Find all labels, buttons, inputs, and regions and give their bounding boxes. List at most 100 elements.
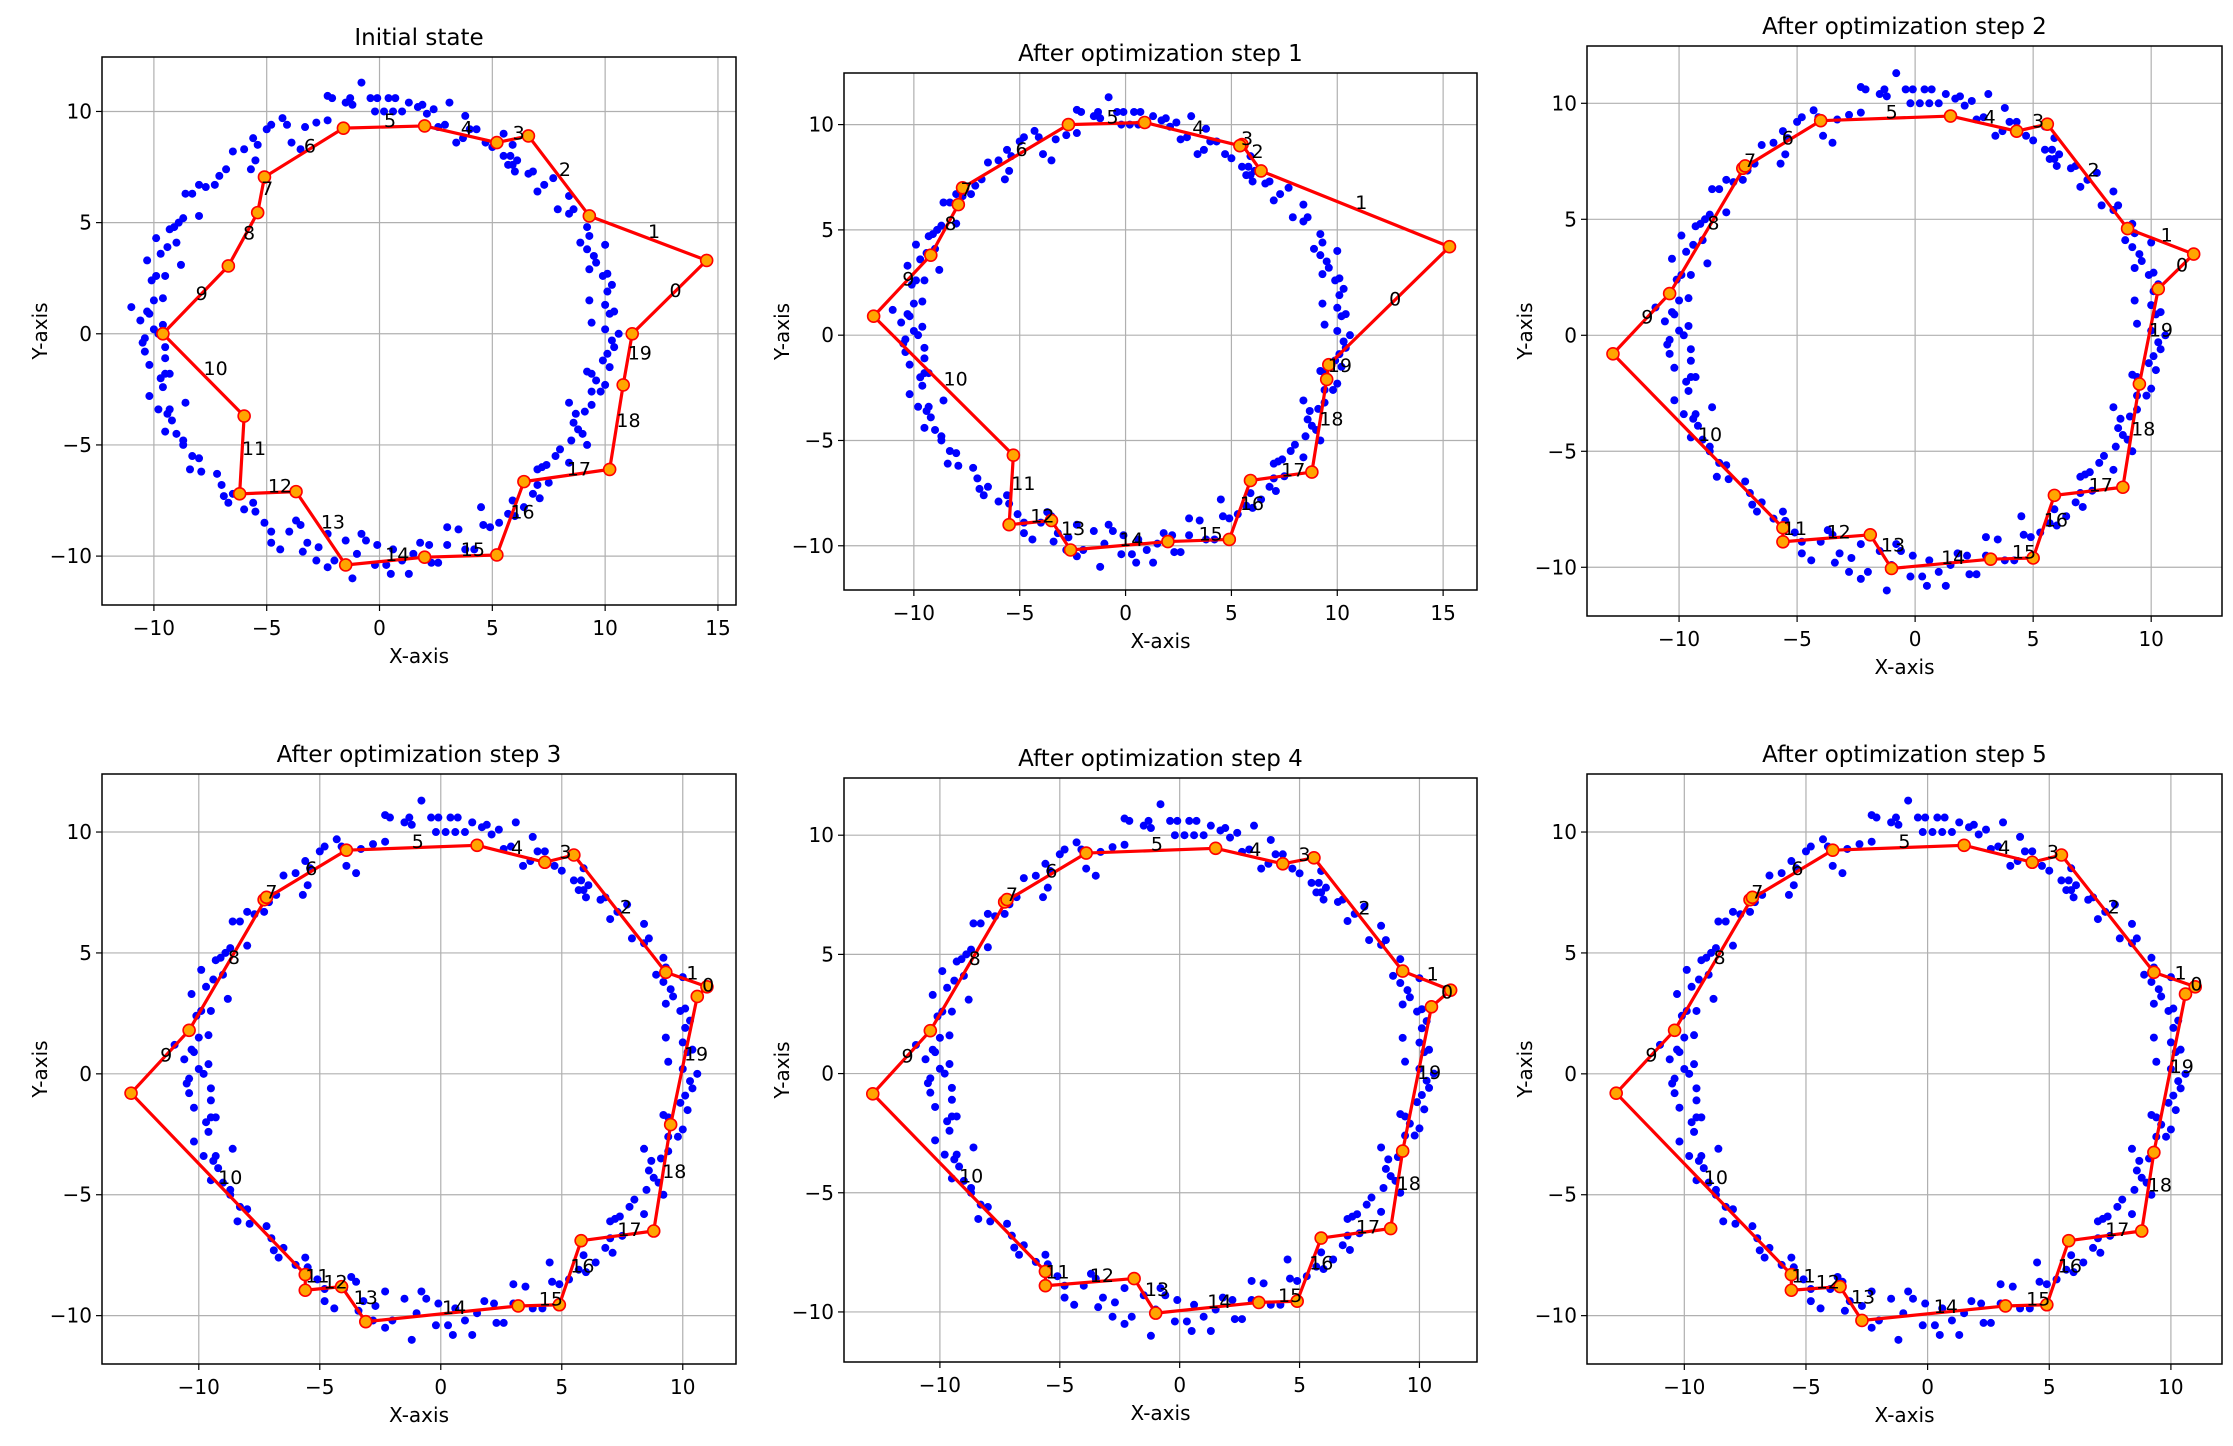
scatter-point bbox=[952, 219, 961, 228]
scatter-point bbox=[240, 505, 249, 514]
scatter-point bbox=[605, 363, 614, 372]
scatter-point bbox=[1691, 373, 1700, 382]
scatter-point bbox=[1828, 138, 1837, 147]
scatter-point bbox=[528, 489, 537, 498]
scatter-point bbox=[971, 181, 980, 190]
scatter-point bbox=[226, 944, 235, 953]
scatter-point bbox=[446, 813, 455, 822]
scatter-point bbox=[1176, 135, 1185, 144]
edge-label: 7 bbox=[1006, 884, 1018, 906]
scatter-point bbox=[601, 240, 610, 249]
edge-label: 8 bbox=[1707, 213, 1719, 235]
edge-label: 0 bbox=[702, 975, 714, 997]
scatter-point bbox=[381, 837, 390, 846]
scatter-point bbox=[1741, 477, 1750, 486]
scatter-point bbox=[499, 1318, 508, 1327]
scatter-point bbox=[1891, 813, 1900, 822]
scatter-point bbox=[1682, 965, 1691, 974]
path-vertex-marker bbox=[1943, 109, 1958, 123]
scatter-point bbox=[1329, 1255, 1338, 1264]
scatter-point bbox=[1096, 114, 1105, 123]
scatter-point bbox=[1113, 107, 1122, 116]
scatter-point bbox=[1981, 533, 1990, 542]
scatter-point bbox=[1960, 101, 1969, 110]
x-tick-label: 5 bbox=[1293, 1373, 1306, 1397]
scatter-point bbox=[1934, 567, 1943, 576]
scatter-point bbox=[2144, 359, 2153, 368]
edge-label: 14 bbox=[1941, 547, 1965, 569]
scatter-point bbox=[195, 211, 204, 220]
scatter-point bbox=[1799, 1275, 1808, 1284]
scatter-point bbox=[644, 934, 653, 943]
edge-label: 15 bbox=[1278, 1285, 1302, 1307]
scatter-point bbox=[1925, 99, 1934, 108]
edge-label: 17 bbox=[1356, 1216, 1380, 1238]
scatter-point bbox=[661, 999, 670, 1008]
scatter-point bbox=[389, 107, 398, 116]
scatter-point bbox=[1271, 850, 1280, 859]
scatter-point bbox=[1142, 545, 1151, 554]
scatter-point bbox=[1159, 529, 1168, 538]
scatter-point bbox=[533, 480, 542, 489]
scatter-point bbox=[601, 325, 610, 334]
scatter-point bbox=[976, 919, 985, 928]
scatter-point bbox=[1125, 816, 1134, 825]
scatter-point bbox=[1904, 1287, 1913, 1296]
scatter-point bbox=[2099, 451, 2108, 460]
scatter-point bbox=[2116, 414, 2125, 423]
scatter-point bbox=[1381, 1164, 1390, 1173]
scatter-point bbox=[1977, 1299, 1986, 1308]
scatter-point bbox=[569, 418, 578, 427]
scatter-point bbox=[1003, 491, 1012, 500]
edge-label: 15 bbox=[461, 539, 485, 561]
scatter-point bbox=[279, 871, 288, 880]
path-vertex-marker bbox=[1784, 1283, 1799, 1298]
scatter-point bbox=[2029, 136, 2038, 145]
scatter-point bbox=[640, 1210, 649, 1219]
edge-label: 7 bbox=[261, 178, 273, 200]
scatter-point bbox=[661, 1033, 670, 1042]
path-vertex-marker bbox=[2134, 1224, 2149, 1238]
scatter-point bbox=[1396, 978, 1405, 987]
edge-label: 5 bbox=[412, 831, 424, 853]
scatter-point bbox=[596, 387, 605, 396]
scatter-point bbox=[2017, 512, 2026, 521]
edge-label: 9 bbox=[902, 269, 914, 291]
scatter-point bbox=[451, 1304, 460, 1313]
scatter-point bbox=[206, 1096, 215, 1105]
scatter-point bbox=[417, 796, 426, 805]
scatter-point bbox=[2113, 1202, 2122, 1211]
scatter-point bbox=[2147, 977, 2156, 986]
edge-label: 6 bbox=[1791, 858, 1803, 880]
scatter-point bbox=[610, 343, 619, 352]
scatter-point bbox=[2130, 296, 2139, 305]
scatter-point bbox=[1675, 1103, 1684, 1112]
scatter-point bbox=[1218, 1293, 1227, 1302]
edge-label: 1 bbox=[686, 963, 698, 985]
scatter-point bbox=[1039, 150, 1048, 159]
scatter-point bbox=[1953, 549, 1962, 558]
path-vertex-marker bbox=[2132, 377, 2147, 391]
edge-label: 11 bbox=[1045, 1262, 1069, 1284]
scatter-point bbox=[1257, 495, 1266, 504]
scatter-point bbox=[210, 180, 219, 189]
scatter-point bbox=[2166, 1038, 2175, 1047]
scatter-point bbox=[267, 538, 276, 547]
scatter-point bbox=[1301, 432, 1310, 441]
scatter-point bbox=[2115, 934, 2124, 943]
scatter-point bbox=[1064, 533, 1073, 542]
y-tick-label: 10 bbox=[1552, 91, 1577, 115]
scatter-point bbox=[194, 1033, 203, 1042]
y-tick-label: −10 bbox=[50, 544, 92, 568]
edge-label: 18 bbox=[1319, 409, 1343, 431]
scatter-point bbox=[276, 545, 285, 554]
scatter-point bbox=[407, 820, 416, 829]
scatter-point bbox=[1041, 859, 1050, 868]
path-vertex-marker bbox=[2186, 247, 2201, 261]
scatter-point bbox=[926, 1074, 935, 1083]
scatter-point bbox=[1216, 495, 1225, 504]
scatter-point bbox=[1690, 1127, 1699, 1136]
edge-label: 6 bbox=[1782, 127, 1794, 149]
edge-label: 1 bbox=[2161, 224, 2173, 246]
scatter-point bbox=[945, 1126, 954, 1135]
